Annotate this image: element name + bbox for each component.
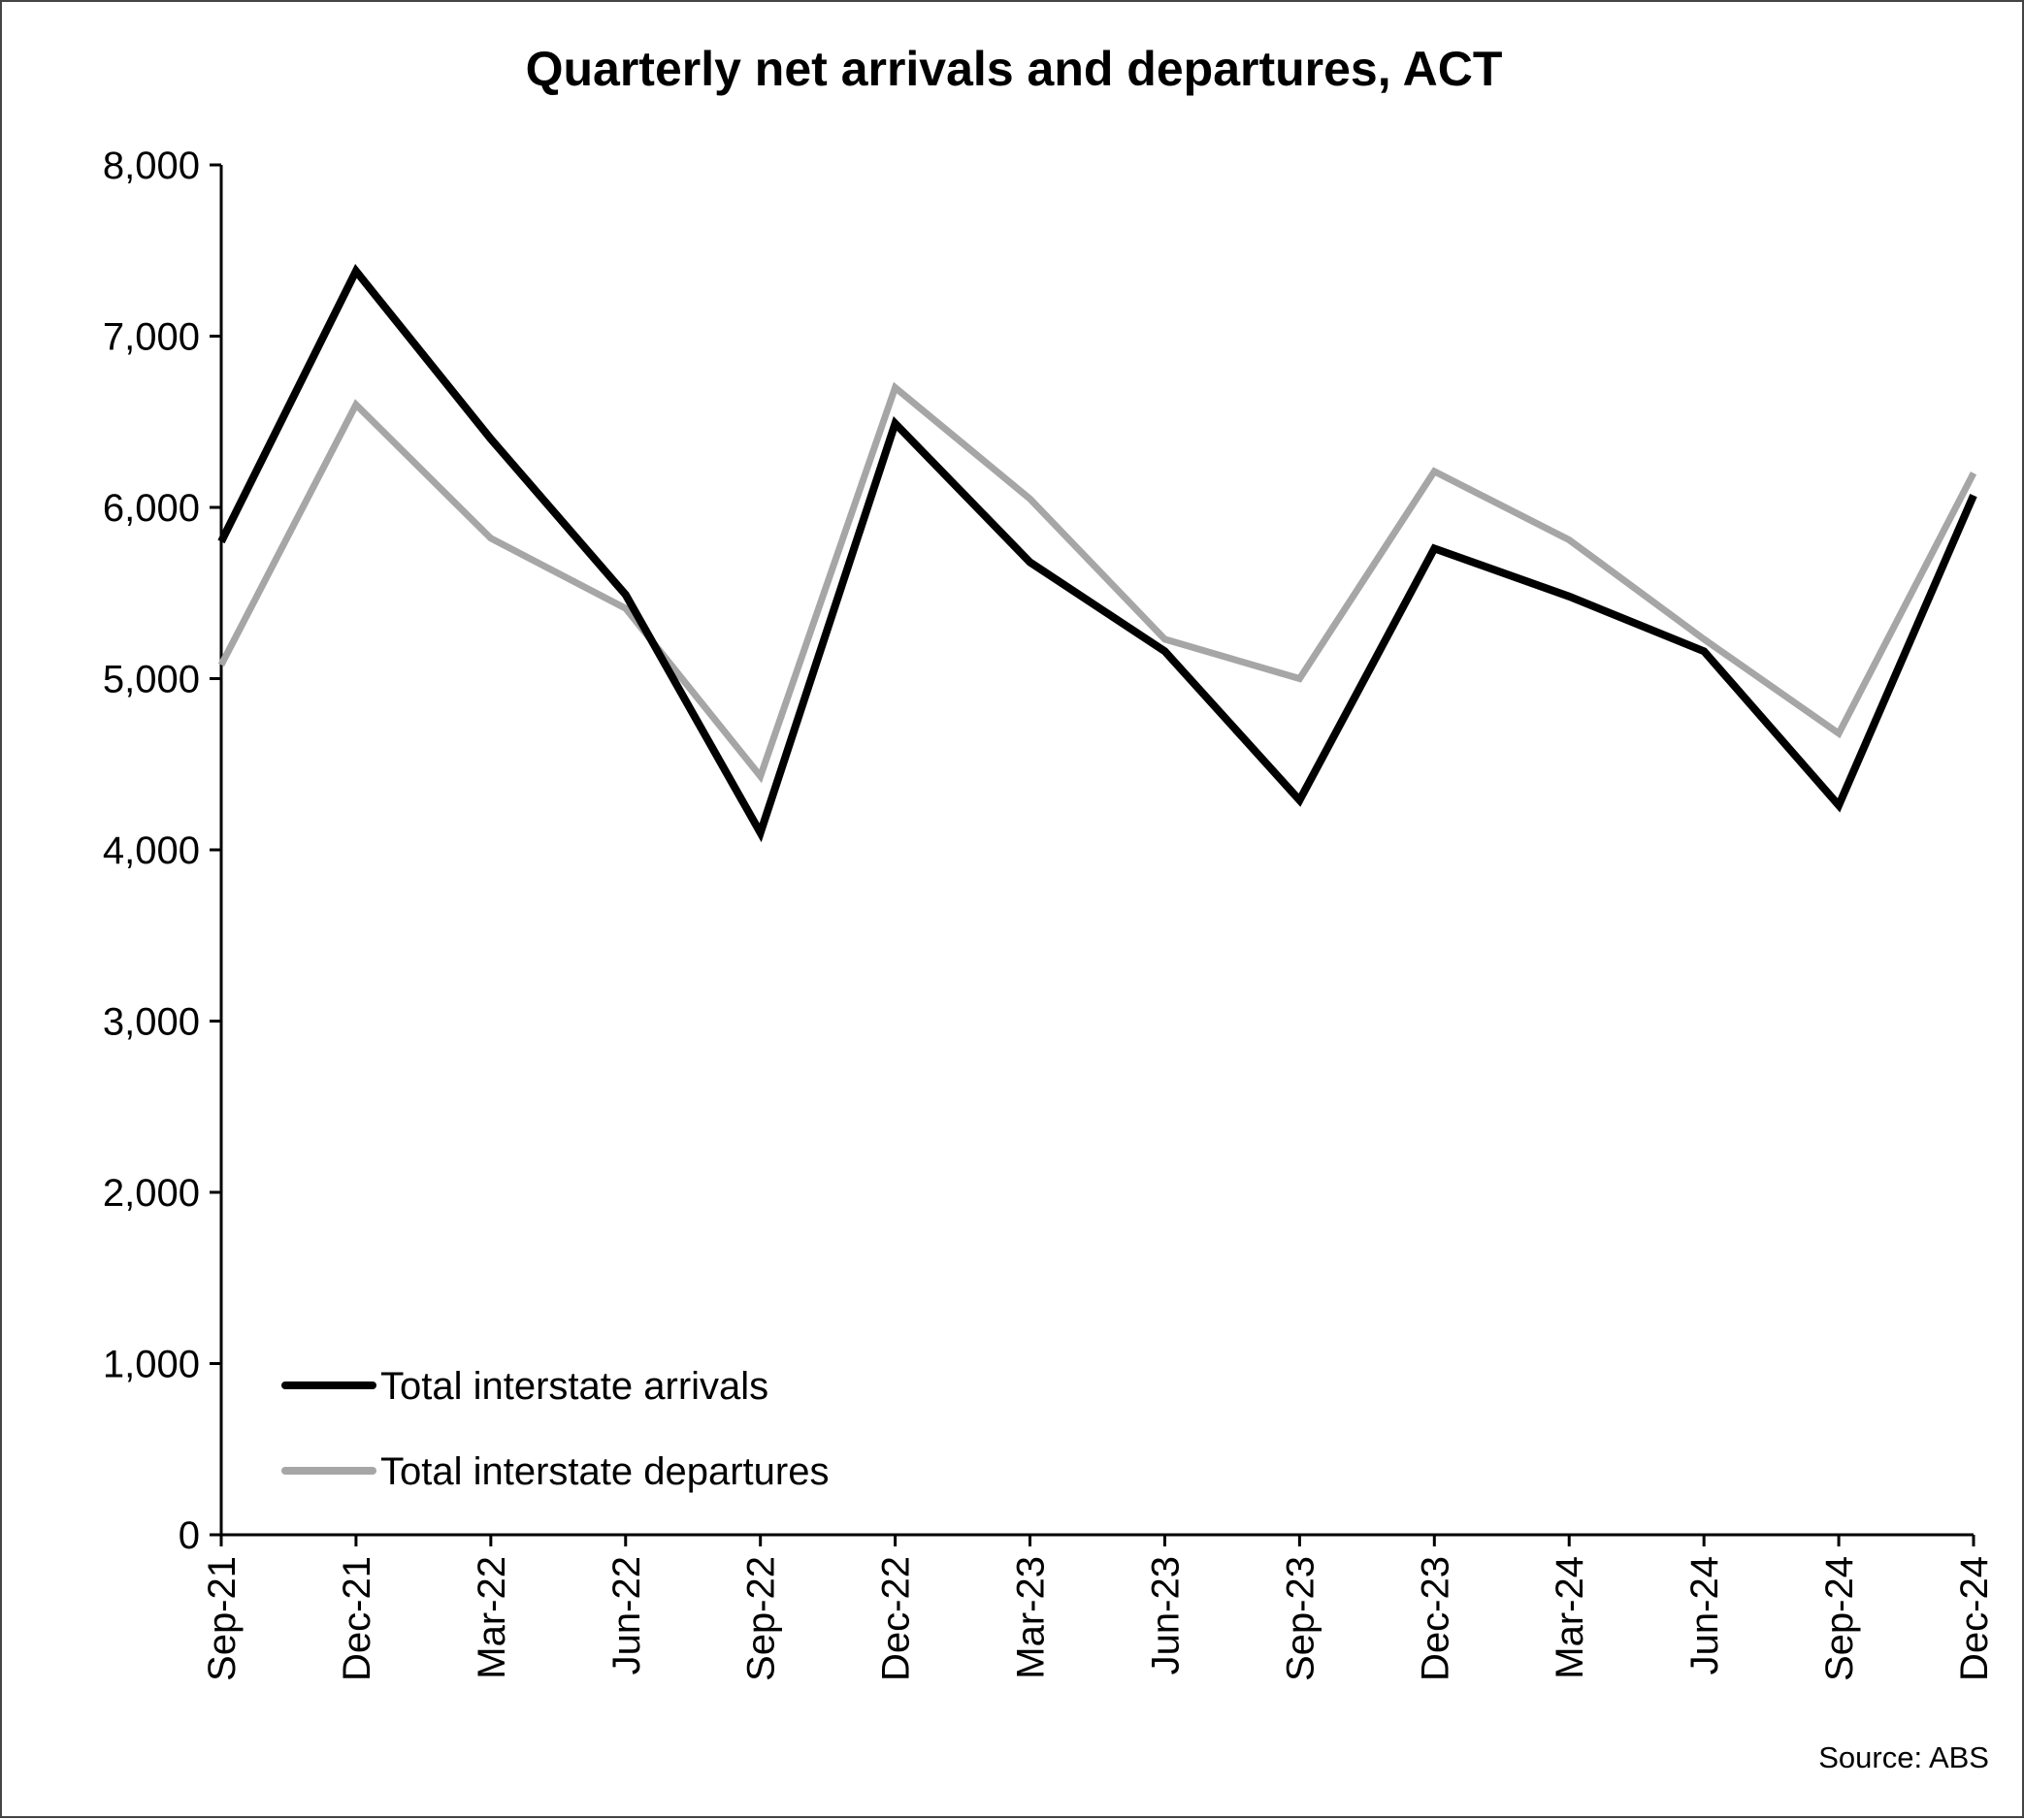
x-tick-label: Sep-24	[1818, 1556, 1861, 1681]
x-tick-label: Jun-23	[1144, 1556, 1187, 1674]
y-tick-label: 1,000	[103, 1344, 200, 1386]
y-tick-label: 5,000	[103, 659, 200, 701]
y-tick-label: 8,000	[103, 145, 200, 187]
chart-title: Quarterly net arrivals and departures, A…	[526, 42, 1503, 96]
legend-label-departures: Total interstate departures	[380, 1450, 829, 1493]
x-tick-label: Jun-24	[1683, 1556, 1726, 1674]
x-tick-label: Mar-22	[471, 1556, 513, 1679]
legend-label-arrivals: Total interstate arrivals	[380, 1365, 768, 1408]
x-tick-label: Dec-21	[336, 1556, 378, 1681]
x-tick-label: Dec-22	[875, 1556, 918, 1681]
y-tick-label: 3,000	[103, 1001, 200, 1044]
x-tick-label: Sep-22	[740, 1556, 783, 1681]
x-tick-label: Mar-23	[1010, 1556, 1053, 1679]
x-axis: Sep-21 Dec-21 Mar-22 Jun-22 Sep-22 Dec-22 Mar-…	[201, 1533, 1996, 1681]
x-tick-label: Dec-24	[1953, 1556, 1996, 1681]
y-tick-label: 7,000	[103, 316, 200, 359]
x-tick-label: Jun-22	[605, 1556, 648, 1674]
source-note: Source: ABS	[1818, 1740, 1989, 1774]
y-tick-label: 0	[179, 1514, 200, 1557]
x-tick-label: Sep-23	[1279, 1556, 1322, 1681]
series-line-arrivals	[217, 264, 1977, 843]
y-tick-label: 2,000	[103, 1172, 200, 1215]
x-tick-label: Dec-23	[1414, 1556, 1456, 1681]
x-tick-label: Mar-24	[1549, 1556, 1591, 1679]
y-axis: 0 1,000 2,000 3,000 4,000 5,000 6,000 7,000 8,00…	[103, 145, 223, 1557]
y-tick-label: 6,000	[103, 487, 200, 530]
series-lines	[217, 264, 1977, 843]
x-tick-label: Sep-21	[201, 1556, 244, 1681]
legend: Total interstate arrivals Total interstat…	[281, 1365, 829, 1493]
y-tick-label: 4,000	[103, 829, 200, 872]
series-line-departures	[217, 381, 1977, 784]
